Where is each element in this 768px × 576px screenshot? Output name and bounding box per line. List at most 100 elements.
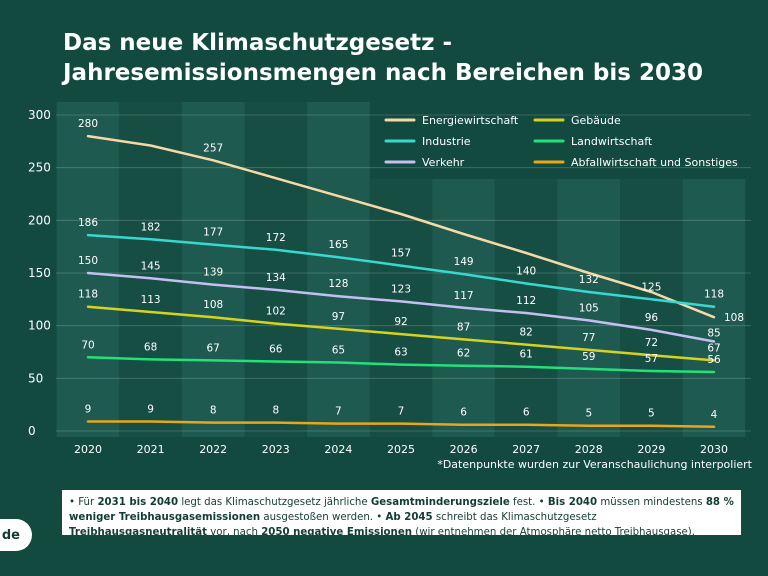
- data-label: 82: [520, 327, 533, 339]
- data-label: 59: [582, 351, 595, 363]
- info-emphasis: 2031 bis 2040: [97, 497, 179, 508]
- column-band: [494, 179, 558, 437]
- chart-title: Das neue Klimaschutzgesetz - Jahresemiss…: [63, 28, 753, 88]
- series-line: [86, 305, 716, 362]
- data-label: 112: [516, 295, 536, 307]
- x-tick-label: 2029: [637, 443, 665, 456]
- y-tick-label: 100: [28, 319, 51, 333]
- data-label: 65: [332, 345, 345, 357]
- info-run: legt das Klimaschutzgesetz jährliche: [178, 497, 371, 508]
- data-label: 108: [724, 312, 744, 324]
- series-line: [86, 420, 716, 429]
- y-tick-label: 200: [28, 213, 51, 227]
- data-label: 77: [582, 332, 595, 344]
- legend-label: Landwirtschaft: [571, 135, 653, 148]
- legend-item: Verkehr: [384, 156, 465, 169]
- x-tick-label: 2030: [700, 443, 728, 456]
- info-run: fest. •: [509, 497, 548, 508]
- series-line: [86, 356, 716, 374]
- data-label: 118: [78, 289, 98, 301]
- x-tick-label: 2020: [74, 443, 102, 456]
- data-label: 177: [203, 227, 223, 239]
- data-label: 139: [203, 267, 223, 279]
- data-label: 108: [203, 299, 223, 311]
- data-label: 113: [141, 294, 161, 306]
- data-label: 70: [81, 339, 94, 351]
- info-box: • Für 2031 bis 2040 legt das Klimaschutz…: [62, 490, 741, 535]
- data-label: 123: [391, 283, 411, 295]
- column-band: [181, 102, 245, 437]
- legend-label: Energiewirtschaft: [422, 114, 519, 127]
- data-label: 128: [328, 278, 348, 290]
- data-label: 7: [398, 406, 405, 418]
- column-band: [307, 102, 370, 437]
- data-label: 68: [144, 341, 157, 353]
- series-lines: [86, 134, 716, 429]
- data-label: 102: [266, 306, 286, 318]
- data-label: 150: [78, 255, 98, 267]
- data-label: 67: [207, 342, 220, 354]
- footnote: *Datenpunkte wurden zur Veranschaulichun…: [437, 458, 752, 471]
- data-label: 72: [645, 337, 658, 349]
- data-labels: 280 257 108 186 182 177 172 165 157 149 140 132 125 1…: [78, 118, 744, 421]
- info-emphasis: 2050 negative Emissionen: [261, 527, 412, 535]
- legend-item: Industrie: [384, 135, 471, 148]
- data-label: 182: [141, 221, 161, 233]
- data-label: 85: [707, 327, 720, 339]
- data-label: 7: [335, 406, 342, 418]
- info-run: (wir entnehmen der Atmosphäre netto Trei…: [411, 527, 696, 535]
- y-tick-label: 300: [28, 108, 51, 122]
- language-badge[interactable]: de: [0, 519, 32, 551]
- info-text: • Für 2031 bis 2040 legt das Klimaschutz…: [69, 497, 734, 535]
- data-label: 9: [147, 404, 154, 416]
- data-label: 118: [704, 289, 724, 301]
- x-tick-label: 2025: [387, 443, 415, 456]
- data-label: 66: [269, 343, 283, 355]
- column-band: [56, 102, 120, 437]
- series-line: [86, 233, 716, 308]
- legend: Energiewirtschaft Industrie Verkehr Gebäude…: [384, 114, 738, 169]
- data-label: 63: [394, 347, 407, 359]
- legend-item: Landwirtschaft: [533, 135, 653, 148]
- legend-label: Gebäude: [571, 114, 621, 127]
- column-band: [369, 179, 433, 437]
- data-label: 165: [328, 239, 348, 251]
- data-label: 4: [711, 409, 718, 421]
- info-emphasis: Treibhausgasneutralität: [69, 527, 208, 535]
- data-label: 5: [648, 408, 655, 420]
- axes: 0 50 100 150 200 250 300 2020 2021 2022 2023 2024 20…: [28, 108, 728, 456]
- column-band: [244, 102, 308, 437]
- chart-title-line-2: Jahresemissionsmengen nach Bereichen bis…: [63, 60, 703, 86]
- data-label: 280: [78, 118, 98, 130]
- data-label: 9: [85, 404, 92, 416]
- data-label: 172: [266, 232, 286, 244]
- data-label: 186: [78, 217, 98, 229]
- legend-item: Abfallwirtschaft und Sonstiges: [533, 156, 738, 169]
- info-run: ausgestoßen werden. •: [260, 512, 386, 523]
- series-line: [86, 271, 716, 343]
- y-tick-label: 150: [28, 266, 51, 280]
- info-run: vor, nach: [207, 527, 262, 535]
- data-label: 67: [707, 342, 720, 354]
- legend-item: Energiewirtschaft: [384, 114, 519, 127]
- legend-label: Industrie: [422, 135, 471, 148]
- data-label: 97: [332, 311, 345, 323]
- y-tick-label: 50: [28, 371, 43, 385]
- data-label: 257: [203, 142, 223, 154]
- data-label: 87: [457, 321, 470, 333]
- data-label: 125: [641, 281, 661, 293]
- data-label: 8: [272, 405, 279, 417]
- x-tick-label: 2028: [575, 443, 603, 456]
- data-label: 8: [210, 405, 217, 417]
- data-label: 134: [266, 272, 286, 284]
- info-run: müssen mindestens: [597, 497, 706, 508]
- x-tick-label: 2023: [262, 443, 290, 456]
- info-emphasis: Ab 2045: [385, 512, 433, 523]
- gridlines: [56, 114, 751, 432]
- plot-background: [56, 102, 746, 437]
- info-emphasis: Gesamtminderungsziele: [370, 497, 510, 508]
- data-label: 157: [391, 248, 411, 260]
- data-label: 6: [460, 407, 467, 419]
- data-label: 56: [707, 354, 721, 366]
- data-label: 96: [645, 312, 659, 324]
